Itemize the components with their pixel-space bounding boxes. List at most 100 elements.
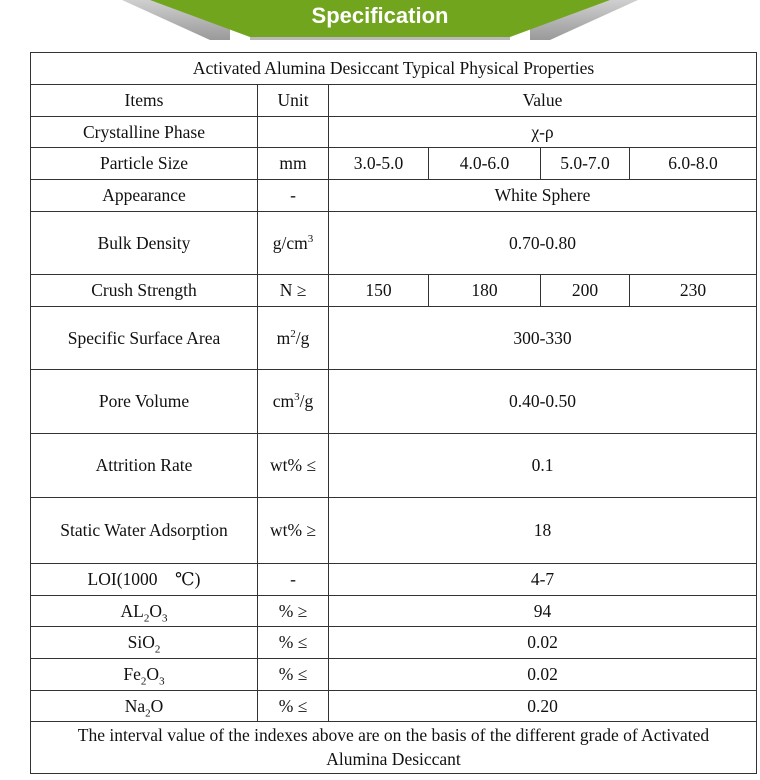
superscript: 3 bbox=[307, 232, 314, 245]
value-cell: 0.40-0.50 bbox=[328, 369, 757, 434]
table-row: Attrition Rate wt% ≤ 0.1 bbox=[30, 433, 757, 498]
text: Na bbox=[124, 695, 146, 716]
value-cell: 4.0-6.0 bbox=[428, 147, 541, 180]
text: mm bbox=[279, 153, 307, 173]
subscript: 2 bbox=[145, 707, 151, 719]
value-cell: 18 bbox=[328, 497, 757, 564]
table-row: Appearance - White Sphere bbox=[30, 179, 757, 212]
value-cell: 230 bbox=[629, 274, 757, 307]
item-cell: AL2O3 bbox=[30, 595, 258, 627]
item-cell: Bulk Density bbox=[30, 211, 258, 275]
unit-cell: % ≤ bbox=[257, 690, 329, 722]
value-cell: 4-7 bbox=[328, 563, 757, 596]
value-cell: 5.0-7.0 bbox=[540, 147, 630, 180]
unit-cell: cm3/g bbox=[257, 369, 329, 434]
text: Particle Size bbox=[100, 153, 188, 173]
subscript: 3 bbox=[159, 675, 165, 688]
table-footnote: The interval value of the indexes above … bbox=[30, 721, 757, 774]
unit-cell: % ≤ bbox=[257, 658, 329, 691]
text: LOI(1000 ℃) bbox=[87, 569, 201, 589]
superscript: 3 bbox=[294, 391, 300, 404]
text: Appearance bbox=[102, 185, 186, 205]
text: % ≤ bbox=[278, 695, 308, 716]
text: AL bbox=[120, 600, 144, 621]
text: Fe bbox=[123, 664, 141, 684]
table-row: Bulk Density g/cm3 0.70-0.80 bbox=[30, 211, 757, 275]
text: cm bbox=[272, 391, 295, 411]
value-cell: 3.0-5.0 bbox=[328, 147, 429, 180]
item-cell: LOI(1000 ℃) bbox=[30, 563, 258, 596]
item-cell: Crush Strength bbox=[30, 274, 258, 307]
unit-cell bbox=[257, 116, 329, 148]
header-unit: Unit bbox=[257, 84, 329, 117]
text: O bbox=[150, 695, 164, 716]
value-cell: 6.0-8.0 bbox=[629, 147, 757, 180]
subscript: 3 bbox=[161, 612, 168, 624]
text: /g bbox=[299, 391, 314, 411]
specification-table: Activated Alumina Desiccant Typical Phys… bbox=[30, 52, 757, 774]
text: % ≤ bbox=[278, 632, 308, 652]
text: SiO bbox=[127, 632, 155, 652]
text: O bbox=[146, 664, 160, 684]
table-row: Crystalline Phase χ-ρ bbox=[30, 116, 757, 148]
text: Specific Surface Area bbox=[67, 327, 221, 348]
value-cell: 150 bbox=[328, 274, 429, 307]
text: Crush Strength bbox=[91, 280, 197, 300]
text: O bbox=[149, 600, 162, 621]
table-row: SiO2 % ≤ 0.02 bbox=[30, 626, 757, 659]
banner-title: Specification bbox=[311, 3, 449, 28]
unit-cell: wt% ≤ bbox=[257, 433, 329, 498]
specification-banner: Specification bbox=[0, 0, 760, 44]
text: N ≥ bbox=[279, 280, 307, 300]
item-cell: Specific Surface Area bbox=[30, 306, 258, 370]
item-cell: Pore Volume bbox=[30, 369, 258, 434]
unit-cell: % ≥ bbox=[257, 595, 329, 627]
table-row: Na2O % ≤ 0.20 bbox=[30, 690, 757, 722]
item-cell: Appearance bbox=[30, 179, 258, 212]
table-row: Crush Strength N ≥ 150 180 200 230 bbox=[30, 274, 757, 307]
unit-cell: - bbox=[257, 563, 329, 596]
text: Crystalline Phase bbox=[83, 121, 205, 142]
item-cell: Attrition Rate bbox=[30, 433, 258, 498]
item-cell: SiO2 bbox=[30, 626, 258, 659]
item-cell: Particle Size bbox=[30, 147, 258, 180]
header-value: Value bbox=[328, 84, 757, 117]
text: Bulk Density bbox=[97, 232, 191, 253]
table-row: Pore Volume cm3/g 0.40-0.50 bbox=[30, 369, 757, 434]
value-cell: 200 bbox=[540, 274, 630, 307]
table-row: LOI(1000 ℃) - 4-7 bbox=[30, 563, 757, 596]
subscript: 2 bbox=[154, 643, 161, 656]
table-row: Particle Size mm 3.0-5.0 4.0-6.0 5.0-7.0 6.0-… bbox=[30, 147, 757, 180]
value-cell: 180 bbox=[428, 274, 541, 307]
value-cell: 0.70-0.80 bbox=[328, 211, 757, 275]
text: g/cm bbox=[272, 232, 308, 253]
text: m bbox=[276, 327, 291, 348]
subscript: 2 bbox=[143, 612, 150, 624]
text: - bbox=[290, 185, 296, 205]
text: - bbox=[290, 569, 296, 589]
table-row: Fe2O3 % ≤ 0.02 bbox=[30, 658, 757, 691]
unit-cell: g/cm3 bbox=[257, 211, 329, 275]
text: Pore Volume bbox=[98, 391, 190, 411]
item-cell: Fe2O3 bbox=[30, 658, 258, 691]
table-caption: Activated Alumina Desiccant Typical Phys… bbox=[30, 52, 757, 85]
value-cell: 0.20 bbox=[328, 690, 757, 722]
table-row: AL2O3 % ≥ 94 bbox=[30, 595, 757, 627]
value-cell: 0.1 bbox=[328, 433, 757, 498]
value-cell: χ-ρ bbox=[328, 116, 757, 148]
unit-cell: m2/g bbox=[257, 306, 329, 370]
value-cell: White Sphere bbox=[328, 179, 757, 212]
unit-cell: - bbox=[257, 179, 329, 212]
table-row: Static Water Adsorption wt% ≥ 18 bbox=[30, 497, 757, 564]
unit-cell: N ≥ bbox=[257, 274, 329, 307]
text: /g bbox=[295, 327, 310, 348]
value-cell: 0.02 bbox=[328, 658, 757, 691]
value-cell: 300-330 bbox=[328, 306, 757, 370]
unit-cell: mm bbox=[257, 147, 329, 180]
superscript: 2 bbox=[290, 327, 296, 340]
value-cell: 0.02 bbox=[328, 626, 757, 659]
item-cell: Crystalline Phase bbox=[30, 116, 258, 148]
table-row: Specific Surface Area m2/g 300-330 bbox=[30, 306, 757, 370]
item-cell: Static Water Adsorption bbox=[30, 497, 258, 564]
unit-cell: % ≤ bbox=[257, 626, 329, 659]
